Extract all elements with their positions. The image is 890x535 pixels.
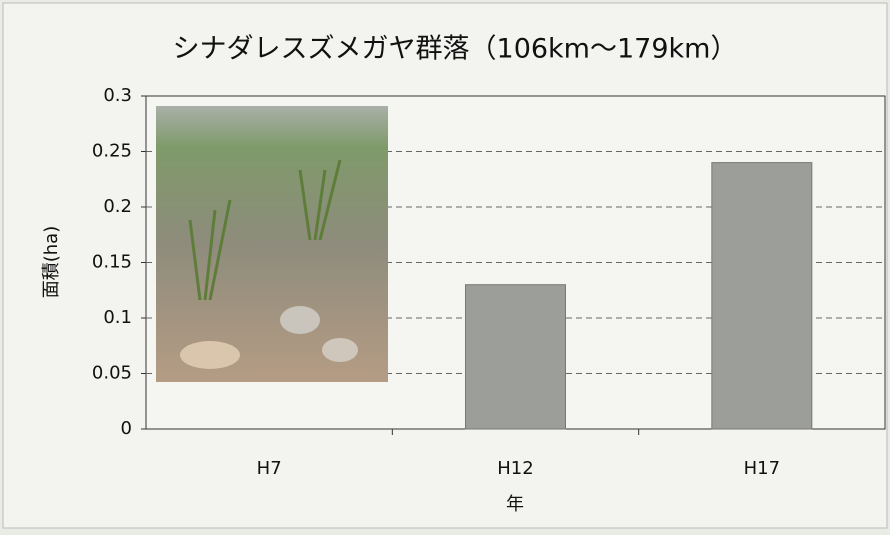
x-tick-label: H17 (744, 458, 780, 479)
y-tick-label: 0 (121, 418, 132, 439)
bar (466, 285, 566, 429)
x-tick-label: H12 (497, 458, 533, 479)
y-tick-label: 0.05 (92, 363, 132, 384)
chart: シナダレスズメガヤ群落（106km～179km） 年 面積(ha) 0 0.05 0… (0, 0, 890, 531)
y-tick-label: 0.1 (103, 307, 132, 328)
chart-title: シナダレスズメガヤ群落（106km～179km） (173, 34, 738, 65)
y-tick-label: 0.3 (103, 85, 132, 106)
y-axis-label: 面積(ha) (41, 226, 62, 298)
photo (156, 106, 388, 382)
bar (712, 163, 812, 429)
y-tick-label: 0.2 (103, 196, 132, 217)
x-axis-label: 年 (506, 494, 524, 515)
y-tick-label: 0.15 (92, 252, 132, 273)
y-tick-label: 0.25 (92, 141, 132, 162)
page: {"chart_data": {"type": "bar", "title": … (0, 0, 890, 531)
x-tick-label: H7 (257, 458, 282, 479)
